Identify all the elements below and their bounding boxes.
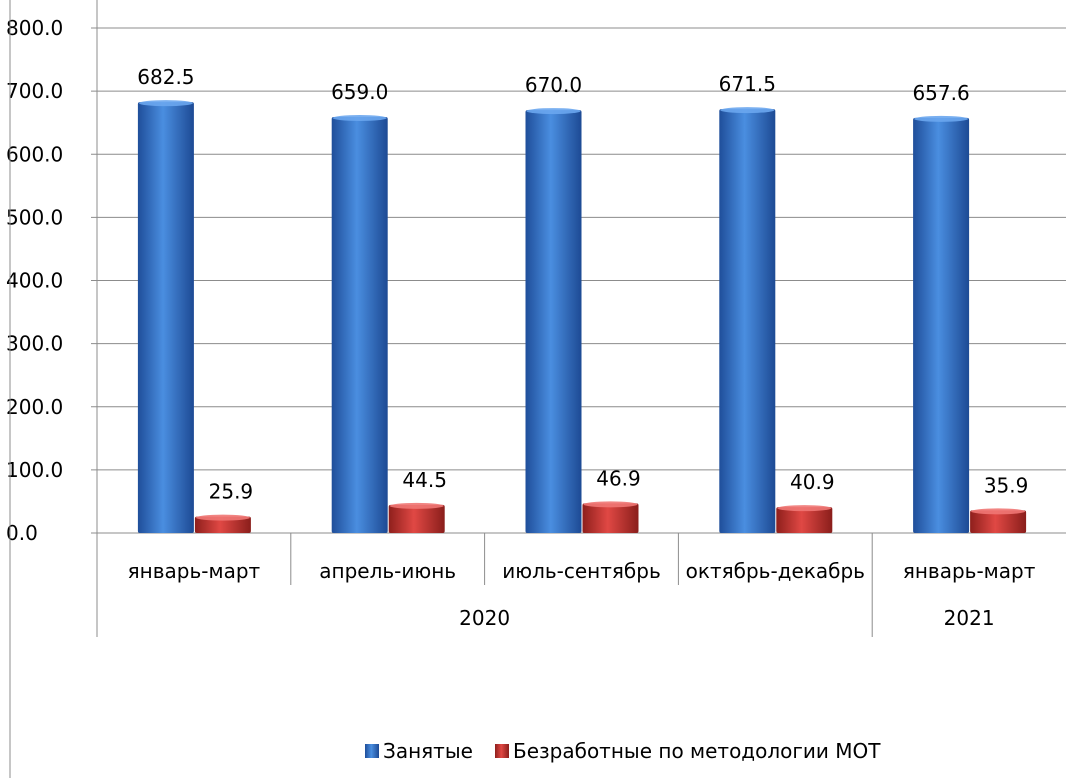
bar-unemployed <box>194 516 251 533</box>
bar-top <box>971 508 1026 515</box>
data-label: 46.9 <box>596 466 641 490</box>
data-label: 659.0 <box>331 80 388 104</box>
legend-label-unemployed: Безработные по методологии МОТ <box>513 739 881 763</box>
category-label: январь-март <box>903 559 1036 583</box>
data-label: 682.5 <box>137 65 194 89</box>
y-tick-label: 0.0 <box>6 521 38 545</box>
data-label: 657.6 <box>912 81 969 105</box>
legend-swatch-employed <box>365 744 379 758</box>
axes: 0.0 100.0 200.0 300.0 400.0 500.0 600.0 700.0 80… <box>6 0 98 778</box>
category-label: июль-сентябрь <box>502 559 661 583</box>
bar-top <box>583 501 638 508</box>
category-label: январь-март <box>128 559 261 583</box>
y-tick-label: 600.0 <box>6 142 63 166</box>
bar-employed <box>525 110 582 533</box>
legend-label-employed: Занятые <box>383 739 473 763</box>
data-label: 25.9 <box>209 480 254 504</box>
y-tick-label: 200.0 <box>6 395 63 419</box>
y-tick-label: 300.0 <box>6 332 63 356</box>
data-labels: 682.5 659.0 670.0 671.5 657.6 25.9 44.5 46.9 40.… <box>137 65 1028 503</box>
bar-employed <box>913 117 970 533</box>
bar-employed <box>331 117 388 533</box>
y-tick-label: 800.0 <box>6 16 63 40</box>
bar-employed <box>137 102 194 533</box>
bar-unemployed <box>388 504 445 533</box>
bar-top <box>777 505 832 512</box>
bar-employed <box>719 109 776 533</box>
y-tick-label: 400.0 <box>6 269 63 293</box>
category-label: апрель-июнь <box>319 559 456 583</box>
bar-unemployed <box>970 510 1027 533</box>
bar-top <box>195 514 250 521</box>
data-label: 35.9 <box>984 473 1029 497</box>
data-label: 670.0 <box>525 73 582 97</box>
bar-top <box>914 115 969 122</box>
group-label: 2021 <box>944 606 995 630</box>
bar-unemployed <box>582 503 639 533</box>
legend-swatch-unemployed <box>495 744 509 758</box>
y-tick-label: 700.0 <box>6 79 63 103</box>
bar-top <box>526 108 581 115</box>
data-label: 40.9 <box>790 470 835 494</box>
bar-unemployed <box>776 507 833 533</box>
legend: Занятые Безработные по методологии МОТ <box>365 739 881 763</box>
data-label: 44.5 <box>402 468 447 492</box>
bar-top <box>332 115 387 122</box>
bar-top <box>720 107 775 114</box>
category-axis: январь-март апрель-июнь июль-сентябрь октяб… <box>96 533 1036 637</box>
data-label: 671.5 <box>719 72 776 96</box>
bar-top <box>389 502 444 509</box>
bars <box>137 100 1027 533</box>
bar-top <box>138 100 193 107</box>
y-tick-label: 100.0 <box>6 458 63 482</box>
group-label: 2020 <box>459 606 510 630</box>
category-label: октябрь-декабрь <box>686 559 865 583</box>
y-tick-label: 500.0 <box>6 205 63 229</box>
